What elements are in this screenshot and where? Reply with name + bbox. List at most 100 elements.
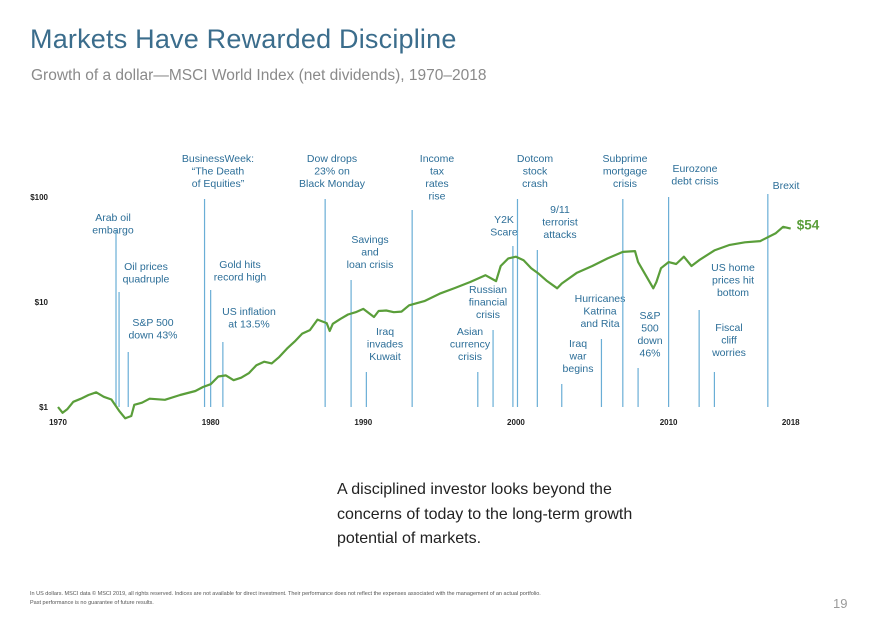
event-label: tax	[430, 166, 445, 178]
event-label: debt crisis	[671, 176, 718, 188]
event-label: financial	[469, 297, 508, 309]
y-tick-label: $10	[35, 298, 49, 307]
slide-title: Markets Have Rewarded Discipline	[30, 24, 457, 54]
event-label: and Rita	[580, 318, 619, 330]
growth-chart: $1 $10 $100 1970 1980 1990 2000 2010 2018 Arab o…	[30, 153, 820, 427]
event-label: invades	[367, 339, 403, 351]
event-label: Iraq	[376, 326, 394, 338]
event-label: Kuwait	[369, 351, 401, 363]
event-label: record high	[214, 272, 267, 284]
event-label: Black Monday	[299, 178, 366, 190]
event-label: Asian	[457, 326, 483, 338]
event-label: 46%	[639, 348, 660, 360]
series-line	[57, 225, 791, 420]
event-label: crash	[522, 178, 548, 190]
footnote: In US dollars. MSCI data © MSCI 2019, al…	[30, 590, 541, 608]
event-label: Katrina	[583, 306, 616, 318]
event-label: Iraq	[569, 338, 587, 350]
event-label: mortgage	[603, 166, 648, 178]
event-annotation: Brexit	[767, 180, 800, 407]
event-label: prices hit	[712, 275, 754, 287]
event-label: Dow drops	[307, 153, 357, 165]
y-tick-label: $100	[30, 193, 48, 202]
event-label: Russian	[469, 284, 507, 296]
event-label: down 43%	[128, 330, 177, 342]
y-tick-label: $1	[39, 403, 48, 412]
event-label: cliff	[721, 335, 737, 347]
x-tick-label: 2010	[660, 418, 678, 427]
x-tick-label: 1990	[354, 418, 372, 427]
event-label: rise	[429, 191, 446, 203]
event-label: Fiscal	[715, 322, 742, 334]
event-label: at 13.5%	[228, 319, 269, 331]
event-label: down	[637, 335, 662, 347]
event-label: worries	[711, 347, 746, 359]
event-label: embargo	[92, 225, 134, 237]
x-tick-label: 2000	[507, 418, 525, 427]
callout-line: potential of markets.	[337, 530, 482, 547]
event-label: S&P	[639, 310, 660, 322]
event-label: Arab oil	[95, 212, 131, 224]
event-label: Oil prices	[124, 261, 168, 273]
event-label: US home	[711, 262, 755, 274]
event-label: rates	[425, 178, 448, 190]
event-label: Y2K	[494, 214, 514, 226]
event-label: war	[569, 351, 587, 363]
event-label: BusinessWeek:	[182, 153, 254, 165]
event-label: crisis	[458, 351, 482, 363]
end-value-label: $54	[797, 218, 820, 233]
event-label: Scare	[490, 227, 518, 239]
event-label: Brexit	[773, 180, 800, 192]
event-label: Hurricanes	[575, 293, 626, 305]
event-label: attacks	[543, 229, 576, 241]
event-label: loan crisis	[347, 259, 394, 271]
footnote-line: In US dollars. MSCI data © MSCI 2019, al…	[30, 591, 541, 597]
event-label: 23% on	[314, 166, 350, 178]
event-label: quadruple	[123, 274, 170, 286]
event-label: crisis	[613, 178, 637, 190]
event-label: 9/11	[550, 204, 570, 216]
event-label: Gold hits	[219, 259, 260, 271]
footnote-line: Past performance is no guarantee of futu…	[30, 600, 154, 606]
event-label: begins	[563, 363, 594, 375]
event-label: bottom	[717, 287, 749, 299]
event-label: currency	[450, 339, 491, 351]
callout-text: A disciplined investor looks beyond the …	[337, 478, 632, 552]
page-number: 19	[833, 596, 848, 611]
event-label: of Equities”	[192, 178, 245, 190]
event-label: Eurozone	[673, 163, 718, 175]
x-tick-label: 2018	[782, 418, 800, 427]
event-label: Savings	[351, 234, 388, 246]
event-label: terrorist	[542, 217, 578, 229]
event-label: S&P 500	[132, 317, 173, 329]
callout-line: A disciplined investor looks beyond the	[337, 481, 612, 498]
event-label: crisis	[476, 309, 500, 321]
x-tick-label: 1980	[202, 418, 220, 427]
event-label: Subprime	[603, 153, 648, 165]
event-label: Dotcom	[517, 153, 553, 165]
event-label: US inflation	[222, 306, 276, 318]
slide-subtitle: Growth of a dollar—MSCI World Index (net…	[31, 67, 487, 84]
event-label: “The Death	[192, 166, 245, 178]
event-label: 500	[641, 323, 659, 335]
event-label: stock	[523, 166, 548, 178]
callout-line: concerns of today to the long-term growt…	[337, 505, 633, 523]
